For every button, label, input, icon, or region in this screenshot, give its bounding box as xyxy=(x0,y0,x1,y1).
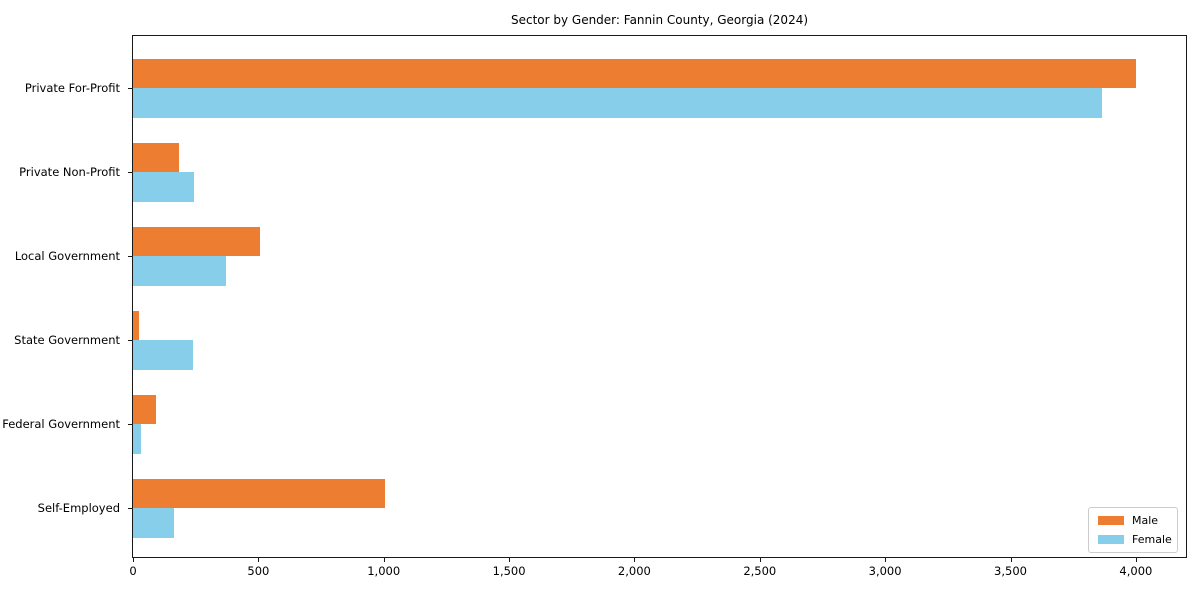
bar-male-state-government xyxy=(133,310,140,340)
y-axis-label-local-government: Local Government xyxy=(14,249,120,263)
x-axis-tick xyxy=(759,558,761,562)
bar-female-local-government xyxy=(133,256,226,286)
y-axis-label-private-for-profit: Private For-Profit xyxy=(24,81,120,95)
bar-male-private-for-profit xyxy=(133,58,1136,88)
y-axis-tick xyxy=(128,88,132,89)
bar-male-federal-government xyxy=(133,394,156,424)
bar-female-private-for-profit xyxy=(133,88,1102,118)
legend-label-male: Male xyxy=(1132,514,1159,527)
x-axis-tick xyxy=(509,558,511,562)
x-axis-tick-label: 2,000 xyxy=(617,564,651,578)
bar-female-private-non-profit xyxy=(133,172,195,202)
x-axis-tick-label: 4,000 xyxy=(1119,564,1153,578)
x-axis-tick xyxy=(1010,558,1012,562)
y-axis-tick xyxy=(128,172,132,173)
x-axis-tick-label: 3,000 xyxy=(868,564,902,578)
bar-male-self-employed xyxy=(133,478,385,508)
x-axis-tick-label: 1,000 xyxy=(367,564,401,578)
y-axis-label-federal-government: Federal Government xyxy=(2,417,120,431)
bar-female-federal-government xyxy=(133,424,141,454)
x-axis-tick xyxy=(634,558,636,562)
bar-male-private-non-profit xyxy=(133,142,180,172)
y-axis-label-state-government: State Government xyxy=(14,333,120,347)
x-axis-tick-label: 500 xyxy=(247,564,270,578)
legend: Male Female xyxy=(1088,507,1178,553)
x-axis-tick-label: 3,500 xyxy=(994,564,1027,578)
x-axis-tick xyxy=(885,558,887,562)
bar-female-self-employed xyxy=(133,508,175,538)
x-axis-tick xyxy=(258,558,260,562)
bar-male-local-government xyxy=(133,226,260,256)
plot-area xyxy=(132,35,1187,558)
y-axis-tick xyxy=(128,508,132,509)
x-axis-tick-label: 0 xyxy=(129,564,137,578)
legend-label-female: Female xyxy=(1132,533,1172,546)
y-axis-label-private-non-profit: Private Non-Profit xyxy=(19,165,120,179)
x-axis-tick xyxy=(133,558,134,562)
x-axis-tick-label: 1,500 xyxy=(492,564,526,578)
x-axis-tick-label: 2,500 xyxy=(743,564,777,578)
legend-swatch-female xyxy=(1098,535,1124,544)
legend-item-female: Female xyxy=(1098,533,1172,546)
y-axis-tick xyxy=(128,256,132,257)
chart-title: Sector by Gender: Fannin County, Georgia… xyxy=(510,13,809,27)
legend-item-male: Male xyxy=(1098,514,1168,527)
x-axis-tick xyxy=(383,558,385,562)
legend-swatch-male xyxy=(1098,516,1124,525)
x-axis-tick xyxy=(1135,558,1137,562)
y-axis-label-self-employed: Self-Employed xyxy=(37,501,120,515)
y-axis-tick xyxy=(128,340,132,341)
y-axis-tick xyxy=(128,424,132,425)
bar-female-state-government xyxy=(133,340,194,370)
